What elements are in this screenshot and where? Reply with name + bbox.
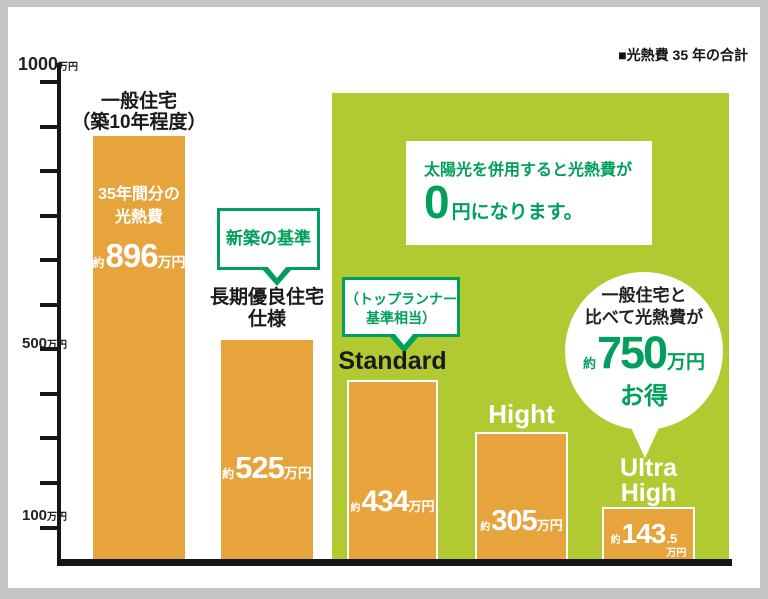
value-decimal-unit-stack: .5 万円 — [666, 531, 687, 559]
value-unit: 万円 — [536, 518, 563, 533]
y-axis-tick — [40, 392, 61, 396]
value-approx: 約 — [222, 467, 235, 481]
bar-ultra-high-title-line2: High — [620, 479, 677, 507]
value-unit: 万円 — [283, 465, 312, 481]
bar-hight-title: Hight — [488, 399, 555, 429]
bar-general-house-title: 一般住宅 （築10年程度） — [66, 91, 212, 133]
y-axis-tick — [40, 526, 61, 530]
savings-bubble-deal: お得 — [620, 383, 668, 410]
top-runner-bubble-line1: （トップランナー — [345, 291, 457, 307]
caption-line2: 光熱費 — [114, 209, 163, 226]
value-approx: 約 — [350, 503, 361, 514]
y-axis-tick — [40, 169, 61, 173]
y-axis-tick — [40, 347, 61, 351]
value-number: 434 — [361, 485, 409, 518]
value-number: 896 — [105, 237, 158, 274]
value-approx: 約 — [92, 256, 105, 270]
y-axis-label-1000-value: 1000 — [18, 54, 59, 74]
bar-ultra-high-title: Ultra High — [590, 456, 707, 506]
value-unit: 万円 — [157, 254, 186, 270]
value-approx: 約 — [480, 522, 491, 533]
bar-ultra-high — [602, 507, 695, 559]
value-approx: 約 — [582, 356, 596, 371]
y-axis-tick — [40, 303, 61, 307]
solar-note-line1: 太陽光を併用すると光熱費が — [424, 162, 633, 179]
x-axis-line — [57, 559, 732, 566]
top-runner-bubble: （トップランナー 基準相当） — [342, 277, 460, 337]
new-build-standard-bubble: 新築の基準 — [217, 208, 320, 270]
bar-general-house-title-line2: （築10年程度） — [71, 112, 207, 133]
bar-ultra-high-value: 約 143.5 万円 — [602, 518, 695, 560]
y-axis-tick — [40, 258, 61, 262]
bubble-pointer-fill — [394, 333, 414, 345]
y-axis-line — [57, 63, 61, 566]
bar-long-life-house-value: 約 525 万円 — [221, 452, 313, 483]
value-number: 305 — [491, 505, 537, 537]
bar-long-life-title-line1: 長期優良住宅 — [209, 287, 324, 308]
y-axis-tick — [40, 481, 61, 485]
solar-note-box: 太陽光を併用すると光熱費が 0 円になります。 — [406, 141, 652, 245]
savings-bubble-line1: 一般住宅と — [601, 286, 687, 305]
bar-general-house-value: 約 896 万円 — [92, 237, 186, 274]
value-number: 750 — [596, 327, 668, 378]
savings-bubble-line2: 比べて光熱費が — [584, 308, 704, 327]
bar-long-life-house-title: 長期優良住宅 仕様 — [197, 287, 337, 331]
savings-bubble: 一般住宅と 比べて光熱費が 約 750 万円 お得 — [565, 272, 723, 430]
value-unit: 万円 — [666, 548, 687, 559]
y-axis-label-100-value: 100 — [22, 507, 48, 524]
value-decimal: .5 — [666, 531, 678, 546]
top-runner-bubble-line2: 基準相当） — [366, 310, 436, 326]
bar-standard-value: 約 434 万円 — [347, 487, 438, 517]
caption-line1: 35年間分の — [98, 186, 180, 203]
y-axis-label-1000: 1000万円 — [18, 54, 78, 75]
bar-hight-value: 約 305 万円 — [475, 507, 568, 536]
bar-standard — [347, 380, 438, 559]
bar-long-life-title-line2: 仕様 — [247, 309, 286, 330]
bar-general-house-title-line1: 一般住宅 — [100, 91, 177, 112]
legend-title: ■光熱費 35 年の合計 — [618, 47, 748, 63]
y-axis-label-1000-unit: 万円 — [58, 62, 79, 73]
value-number: 525 — [235, 450, 285, 485]
solar-note-line2: 0 円になります。 — [424, 177, 583, 228]
bar-general-house-caption: 35年間分の 光熱費 — [93, 183, 185, 229]
bar-long-life-house — [221, 340, 313, 559]
solar-note-rest: 円になります。 — [451, 202, 583, 223]
bar-ultra-high-title-line1: Ultra — [620, 454, 677, 482]
savings-bubble-value: 約 750 万円 — [583, 330, 705, 375]
value-unit: 万円 — [408, 499, 435, 514]
y-axis-tick — [40, 214, 61, 218]
value-number: 143 — [621, 518, 667, 549]
y-axis-tick — [40, 80, 61, 84]
value-approx: 約 — [610, 535, 621, 546]
bar-standard-title: Standard — [338, 347, 447, 375]
solar-note-zero: 0 — [424, 176, 450, 228]
value-unit: 万円 — [667, 352, 706, 373]
y-axis-tick — [40, 436, 61, 440]
bar-general-house — [93, 136, 185, 559]
bar-hight — [475, 432, 568, 559]
new-build-standard-bubble-text: 新築の基準 — [226, 229, 311, 248]
bubble-pointer-fill — [267, 266, 287, 278]
y-axis-tick — [40, 125, 61, 129]
